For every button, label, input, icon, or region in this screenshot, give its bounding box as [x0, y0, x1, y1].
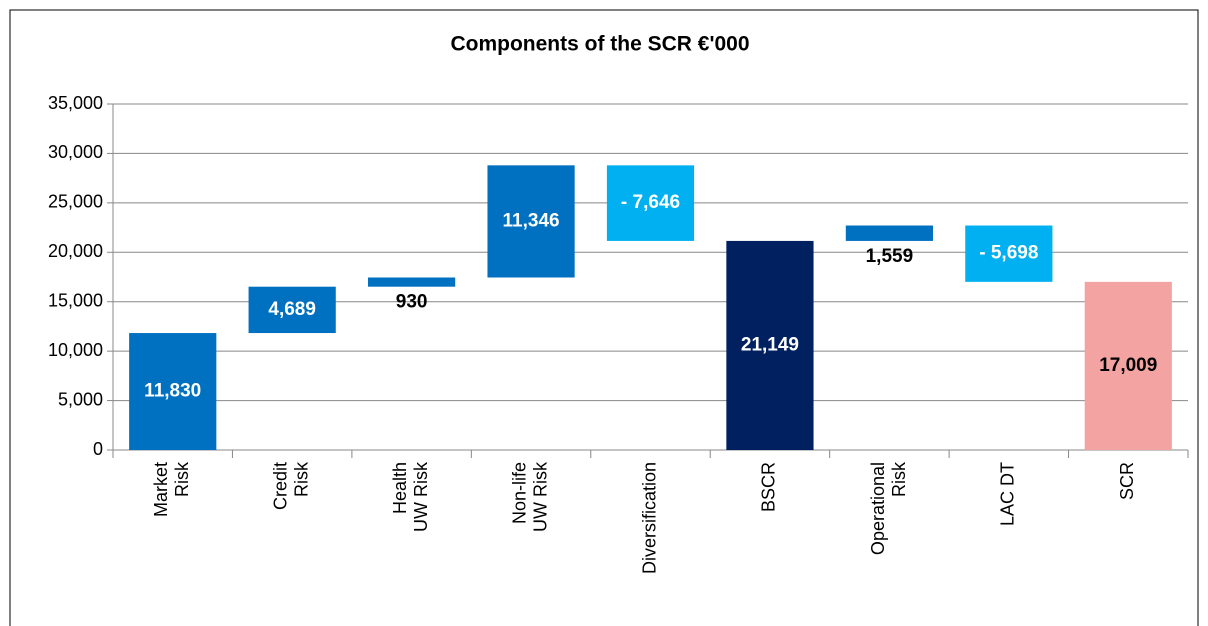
x-tick-label: MarketRisk [151, 461, 192, 517]
bar [487, 165, 575, 278]
x-tick-label: Diversification [639, 462, 659, 574]
y-tick-label: 25,000 [48, 192, 103, 212]
bar [606, 165, 695, 241]
x-tick-label: SCR [1117, 462, 1137, 500]
x-tick-label: OperationalRisk [868, 461, 909, 555]
chart-title: Components of the SCR €'000 [450, 33, 749, 56]
value-label: 1,559 [866, 246, 914, 267]
x-tick-label: Non-lifeUW Risk [509, 461, 550, 532]
y-tick-label: 20,000 [48, 241, 103, 261]
bar [248, 286, 336, 334]
x-tick-label: CreditRisk [270, 461, 311, 510]
bar [965, 225, 1053, 282]
value-label: - 7,646 [621, 192, 680, 213]
value-label: 11,346 [503, 210, 560, 231]
value-label: 930 [396, 292, 428, 313]
x-tick-label: BSCR [759, 462, 779, 512]
value-label: - 5,698 [979, 243, 1038, 264]
bar [845, 225, 933, 241]
y-tick-label: 30,000 [48, 142, 103, 162]
value-label: 17,009 [1099, 355, 1157, 376]
x-tick-label: LAC DT [998, 462, 1018, 526]
bar [129, 333, 217, 450]
x-tick-label: HealthUW Risk [390, 461, 431, 532]
y-tick-label: 0 [93, 439, 103, 459]
value-label: 4,689 [268, 299, 316, 320]
bar [726, 240, 814, 450]
value-label: 11,830 [144, 381, 201, 402]
bar [1084, 281, 1172, 450]
value-label: 21,149 [741, 334, 799, 355]
y-tick-label: 15,000 [48, 290, 103, 310]
y-tick-label: 10,000 [48, 340, 103, 360]
y-tick-label: 35,000 [48, 93, 103, 113]
chart-border [9, 9, 1199, 626]
bar [368, 277, 456, 287]
y-tick-label: 5,000 [58, 389, 103, 409]
